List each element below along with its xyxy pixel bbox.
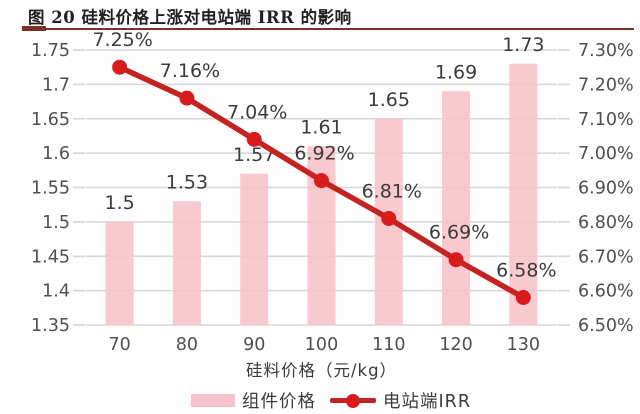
- y-right-tick-label: 6.60%: [578, 282, 634, 302]
- x-tick-label: 110: [372, 335, 405, 355]
- title-underline: [22, 26, 634, 31]
- line-swatch-dot: [346, 393, 360, 408]
- bar: [509, 63, 538, 325]
- y-right-tick-label: 7.00%: [578, 144, 634, 164]
- bar: [105, 221, 134, 325]
- legend: 组件价格 电站端IRR: [86, 388, 576, 413]
- bar-value-label: 1.61: [300, 116, 342, 138]
- bar-swatch-icon: [191, 394, 235, 407]
- y-right-tick-label: 6.90%: [578, 179, 634, 199]
- x-tick-label: 100: [305, 335, 338, 355]
- y-right-tick-label: 6.50%: [578, 316, 634, 336]
- legend-label-bar: 组件价格: [242, 392, 316, 412]
- bar: [240, 173, 269, 325]
- y-left-tick-label: 1.75: [31, 41, 70, 61]
- y-left-tick-label: 1.55: [31, 179, 70, 199]
- irr-value-label: 6.58%: [496, 260, 556, 282]
- irr-value-label: 6.69%: [429, 222, 489, 244]
- irr-value-label: 7.25%: [92, 29, 152, 51]
- bar-value-label: 1.57: [233, 144, 275, 166]
- irr-point: [448, 252, 464, 268]
- irr-point: [515, 290, 531, 305]
- figure-title: 图 20 硅料价格上涨对电站端 IRR 的影响: [28, 8, 352, 27]
- bar-value-label: 1.73: [502, 34, 544, 56]
- y-left-tick-label: 1.7: [42, 75, 70, 95]
- y-left-tick-label: 1.5: [42, 213, 70, 233]
- y-left-tick-label: 1.6: [42, 144, 70, 164]
- irr-value-label: 6.92%: [294, 143, 354, 165]
- legend-item-component-price: 组件价格: [191, 388, 316, 413]
- legend-item-irr: 电站端IRR: [330, 388, 471, 413]
- y-right-tick-label: 7.20%: [578, 75, 634, 95]
- title-underline-tip: [22, 26, 46, 31]
- bar-value-label: 1.53: [166, 171, 208, 193]
- bar-value-label: 1.65: [368, 89, 410, 111]
- x-axis-title: 硅料价格（元/kg）: [245, 361, 398, 380]
- x-tick-label: 120: [439, 335, 472, 355]
- bar-value-label: 1.5: [105, 192, 135, 214]
- y-left-tick-label: 1.45: [31, 247, 70, 267]
- x-tick-label: 90: [243, 335, 265, 355]
- line-swatch-icon: [330, 393, 376, 408]
- y-left-tick-label: 1.4: [42, 282, 70, 302]
- irr-point: [246, 131, 262, 147]
- y-left-tick-label: 1.35: [31, 316, 70, 336]
- y-right-tick-label: 7.10%: [578, 110, 634, 130]
- legend-label-line: 电站端IRR: [383, 392, 471, 412]
- irr-value-label: 7.16%: [160, 60, 220, 82]
- irr-point: [381, 210, 397, 226]
- bar: [442, 91, 471, 325]
- y-right-tick-label: 6.80%: [578, 213, 634, 233]
- bar-value-label: 1.69: [435, 61, 477, 83]
- x-tick-label: 70: [109, 335, 131, 355]
- irr-point: [314, 173, 329, 189]
- irr-point: [112, 59, 128, 75]
- irr-point: [179, 90, 195, 106]
- irr-value-label: 7.04%: [227, 101, 287, 123]
- irr-value-label: 6.81%: [362, 180, 422, 202]
- x-tick-label: 130: [507, 335, 540, 355]
- y-right-tick-label: 7.30%: [578, 41, 634, 61]
- x-tick-label: 80: [176, 335, 198, 355]
- bar: [172, 201, 201, 325]
- y-right-tick-label: 6.70%: [578, 247, 634, 267]
- y-left-tick-label: 1.65: [31, 110, 70, 130]
